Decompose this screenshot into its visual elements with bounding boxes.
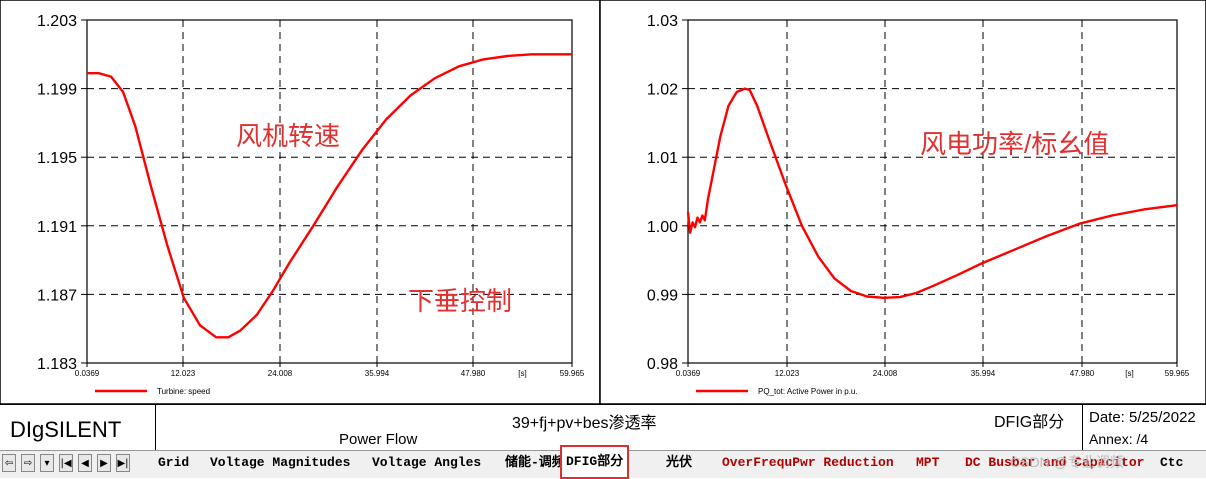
watermark: CSDN @专业调频 <box>1010 454 1124 470</box>
nav-button-4[interactable]: ◀ <box>78 454 92 472</box>
subtitle: Power Flow <box>339 431 418 448</box>
tab-9[interactable]: Ctc <box>1160 455 1184 470</box>
title-block: DIgSILENT 39+fj+pv+bes渗透率 Power Flow DFI… <box>0 404 1206 451</box>
x-tick-label: 0.0369 <box>676 369 701 378</box>
y-tick-label: 1.00 <box>647 219 678 236</box>
x-tick-label: 35.994 <box>971 369 996 378</box>
tab-3[interactable]: 储能-调频 <box>505 455 565 470</box>
chart-left-frame <box>0 0 601 404</box>
date-cell: Date: 5/25/2022 Annex: /4 <box>1083 405 1206 451</box>
nav-button-2[interactable]: ▾ <box>40 454 54 472</box>
annex: Annex: /4 <box>1089 431 1149 447</box>
company-cell: DIgSILENT <box>0 405 156 451</box>
nav-button-6[interactable]: ▶| <box>116 454 130 472</box>
page-tab-bar: ⇦ ⇨ ▾ |◀ ◀ ▶ ▶| Grid Voltage Magnitudes Voltage A… <box>0 445 1206 479</box>
x-tick-label: 47.980 <box>1070 369 1095 378</box>
annotation-text: 风机转速 <box>236 121 340 151</box>
nav-button-5[interactable]: ▶ <box>97 454 111 472</box>
tab-4[interactable]: DFIG部分 <box>560 445 630 479</box>
chart-active-power: 1.03 1.02 1.01 1.00 0.99 0.980.0369 12.023 24.0… <box>647 13 1190 396</box>
y-tick-label: 1.199 <box>37 82 77 99</box>
project-name: 39+fj+pv+bes渗透率 <box>512 415 657 432</box>
y-tick-label: 1.01 <box>647 150 678 167</box>
x-tick-label: 47.980 <box>461 369 486 378</box>
project-cell: 39+fj+pv+bes渗透率 Power Flow DFIG部分 <box>156 405 1083 451</box>
x-unit-label: [s] <box>1125 369 1133 378</box>
tab-6[interactable]: OverFrequPwr Reduction <box>722 455 894 470</box>
nav-button-0[interactable]: ⇦ <box>2 454 16 472</box>
date: Date: 5/25/2022 <box>1089 409 1196 426</box>
x-tick-label: 24.008 <box>268 369 293 378</box>
page-name: DFIG部分 <box>994 414 1065 431</box>
tab-1[interactable]: Voltage Magnitudes <box>210 455 351 470</box>
legend-label: PQ_tot: Active Power in p.u. <box>758 387 858 396</box>
plot-area-border <box>687 19 1178 364</box>
x-tick-label: 35.994 <box>365 369 390 378</box>
nav-button-1[interactable]: ⇨ <box>21 454 35 472</box>
chart-right-frame <box>599 0 1206 404</box>
tab-2[interactable]: Voltage Angles <box>372 455 482 470</box>
y-tick-label: 1.03 <box>647 13 678 30</box>
y-tick-label: 0.98 <box>647 356 678 373</box>
company-name: DIgSILENT <box>10 417 122 442</box>
x-tick-label: 0.0369 <box>75 369 100 378</box>
nav-button-3[interactable]: |◀ <box>59 454 73 472</box>
tab-0[interactable]: Grid <box>158 455 190 470</box>
series-line <box>87 53 572 339</box>
y-tick-label: 1.203 <box>37 13 77 30</box>
y-tick-label: 1.187 <box>37 287 77 304</box>
annotation-text: 下垂控制 <box>408 286 512 316</box>
tab-8[interactable]: DC Busbar and Capacitor <box>965 455 1145 470</box>
series-line <box>686 87 1178 299</box>
x-tick-label: 12.023 <box>171 369 196 378</box>
y-tick-label: 0.99 <box>647 287 678 304</box>
annotation-text: 风电功率/标幺值 <box>920 129 1109 159</box>
x-unit-label: [s] <box>518 369 526 378</box>
x-tick-label: 59.965 <box>1165 369 1190 378</box>
y-tick-label: 1.191 <box>37 219 77 236</box>
y-tick-label: 1.195 <box>37 150 77 167</box>
x-tick-label: 24.008 <box>873 369 898 378</box>
legend-label: Turbine: speed <box>157 387 210 396</box>
x-tick-label: 12.023 <box>775 369 800 378</box>
y-tick-label: 1.183 <box>37 356 77 373</box>
y-tick-label: 1.02 <box>647 82 678 99</box>
x-tick-label: 59.965 <box>560 369 585 378</box>
tab-7[interactable]: MPT <box>916 455 940 470</box>
plot-area-border <box>86 19 573 364</box>
tab-5[interactable]: 光伏 <box>666 455 693 470</box>
